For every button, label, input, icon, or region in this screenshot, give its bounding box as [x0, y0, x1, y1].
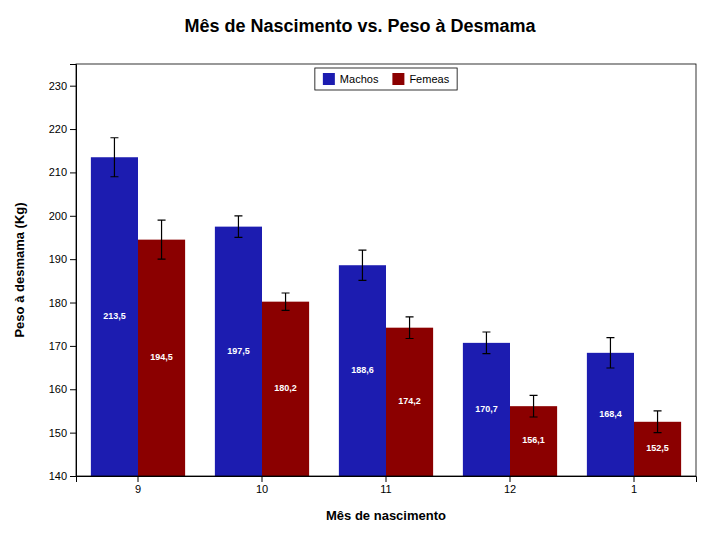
- y-tick: 230: [49, 80, 76, 92]
- y-axis-title: Peso à desmama (Kg): [12, 202, 27, 337]
- marks: [91, 138, 681, 476]
- y-tick-label: 170: [49, 340, 67, 352]
- y-tick: 200: [49, 210, 76, 222]
- bar: [91, 157, 138, 476]
- data-label: 194,5: [150, 352, 173, 362]
- series-1: [138, 240, 681, 476]
- error-bar: [482, 332, 490, 354]
- y-tick: 170: [49, 340, 76, 352]
- error-bar: [530, 395, 538, 417]
- y-tick-label: 230: [49, 80, 67, 92]
- x-tick-label: 9: [135, 483, 141, 495]
- legend-swatch: [323, 73, 335, 85]
- y-tick: 150: [49, 427, 76, 439]
- legend-item: Machos: [323, 73, 379, 85]
- y-tick: 140: [49, 470, 76, 482]
- y-tick-label: 190: [49, 253, 67, 265]
- error-bar: [606, 338, 614, 368]
- legend-swatch: [392, 73, 404, 85]
- x-tick: 9: [135, 476, 141, 495]
- y-tick-label: 210: [49, 166, 67, 178]
- x-axis: 9 10 11 12 1: [77, 476, 697, 495]
- y-tick: 210: [49, 166, 76, 178]
- y-tick-label: 140: [49, 470, 67, 482]
- legend-frame: [315, 68, 457, 90]
- data-labels: 213,5 197,5 188,6 170,7 168,4 194,5 180,2 174,2…: [103, 311, 669, 453]
- x-tick-mark: [262, 476, 263, 482]
- y-tick-label: 220: [49, 123, 67, 135]
- bar: [138, 240, 185, 476]
- data-label: 156,1: [522, 435, 545, 445]
- y-tick-mark: [70, 389, 76, 390]
- x-axis-title: Mês de nascimento: [326, 508, 446, 523]
- series-0: [91, 157, 634, 476]
- x-tick-mark: [138, 476, 139, 482]
- data-label: 180,2: [274, 383, 297, 393]
- error-bar: [234, 216, 242, 238]
- bar: [463, 343, 510, 476]
- bar: [262, 302, 309, 476]
- y-tick-mark: [70, 129, 76, 130]
- error-bar: [358, 250, 366, 280]
- bar: [215, 227, 262, 476]
- x-tick: 1: [631, 476, 637, 495]
- plot-frame: [76, 64, 696, 476]
- bar: [339, 265, 386, 476]
- error-bar: [110, 138, 118, 177]
- error-bars-0: [110, 138, 614, 368]
- y-tick-mark: [70, 476, 76, 477]
- y-tick: 190: [49, 253, 76, 265]
- x-tick: 10: [256, 476, 268, 495]
- bar: [386, 328, 433, 476]
- y-tick-mark: [70, 303, 76, 304]
- y-tick: 180: [49, 297, 76, 309]
- y-tick-mark: [70, 216, 76, 217]
- x-tick-label: 11: [380, 483, 391, 495]
- title: Mês de Nascimento vs. Peso à Desmama: [184, 16, 536, 36]
- data-label: 197,5: [227, 346, 250, 356]
- y-tick-mark: [70, 86, 76, 87]
- x-tick: 12: [504, 476, 516, 495]
- bar: [587, 353, 634, 476]
- x-tick-label: 12: [504, 483, 516, 495]
- data-label: 174,2: [398, 396, 421, 406]
- y-tick-mark: [70, 172, 76, 173]
- plot-area: 213,5 197,5 188,6 170,7 168,4 194,5 180,2 174,2…: [12, 64, 697, 540]
- error-bar: [406, 317, 414, 339]
- data-label: 168,4: [599, 409, 622, 419]
- x-tick-label: 1: [631, 483, 637, 495]
- y-tick-label: 180: [49, 297, 67, 309]
- x-tick-mark: [510, 476, 511, 482]
- legend-item: Femeas: [392, 73, 449, 85]
- error-bar: [158, 220, 166, 259]
- error-bar: [654, 411, 662, 433]
- legend-label: Femeas: [409, 73, 449, 85]
- y-tick: 220: [49, 123, 76, 135]
- x-tick-mark: [634, 476, 635, 482]
- x-tick-mark: [386, 476, 387, 482]
- legend-label: Machos: [340, 73, 379, 85]
- y-axis-line: [70, 65, 77, 477]
- y-tick-mark: [70, 346, 76, 347]
- y-tick: 160: [49, 383, 76, 395]
- data-label: 188,6: [351, 365, 374, 375]
- chart-svg: Mês de Nascimento vs. Peso à Desmama 213,…: [0, 0, 720, 540]
- x-axis-line: [77, 477, 697, 483]
- y-tick-mark: [70, 259, 76, 260]
- x-tick: 11: [380, 476, 391, 495]
- y-tick-label: 150: [49, 427, 67, 439]
- data-label: 213,5: [103, 311, 126, 321]
- x-tick-label: 10: [256, 483, 268, 495]
- legend: Machos Femeas: [315, 68, 457, 90]
- y-tick-label: 200: [49, 210, 67, 222]
- y-axis: 140 150 160 170 180 190 200 210 220 230: [49, 65, 77, 483]
- y-tick-mark: [70, 433, 76, 434]
- data-label: 152,5: [646, 443, 669, 453]
- error-bars-1: [158, 220, 662, 433]
- y-tick-label: 160: [49, 383, 67, 395]
- error-bar: [282, 293, 290, 310]
- data-label: 170,7: [475, 404, 498, 414]
